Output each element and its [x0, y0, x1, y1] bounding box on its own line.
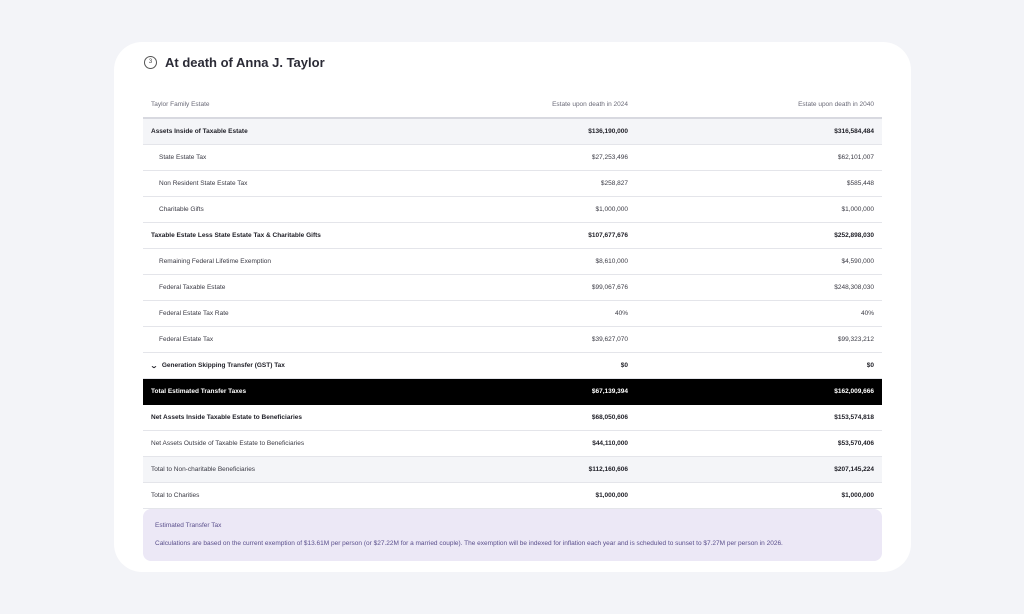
row-value-2024: $68,050,606	[591, 414, 628, 421]
row-value-2040: $4,590,000	[841, 258, 874, 265]
note-title: Estimated Transfer Tax	[155, 522, 222, 529]
row-value-2024: $136,190,000	[588, 128, 628, 135]
estimated-transfer-tax-note: Estimated Transfer Tax Calculations are …	[143, 509, 882, 561]
row-value-2040: $248,308,030	[834, 284, 874, 291]
row-value-2024: 40%	[614, 310, 628, 317]
note-body: Calculations are based on the current ex…	[155, 540, 783, 547]
row-label: Total to Non-charitable Beneficiaries	[151, 466, 256, 473]
row-label: State Estate Tax	[159, 154, 207, 161]
row-value-2040: $0	[866, 362, 874, 369]
table-row: Remaining Federal Lifetime Exemption $8,…	[143, 249, 882, 275]
table-header-row: Taylor Family Estate Estate upon death i…	[143, 92, 882, 119]
table-row: Total to Non-charitable Beneficiaries $1…	[143, 457, 882, 483]
row-value-2040: $153,574,818	[834, 414, 874, 421]
table-row: Assets Inside of Taxable Estate $136,190…	[143, 119, 882, 145]
row-value-2024: $44,110,000	[592, 440, 628, 447]
row-label: Generation Skipping Transfer (GST) Tax	[161, 362, 285, 369]
estate-card: 3 At death of Anna J. Taylor Taylor Fami…	[114, 42, 911, 572]
row-value-2024: $8,610,000	[595, 258, 628, 265]
table-row: Charitable Gifts $1,000,000 $1,000,000	[143, 197, 882, 223]
table-row: Net Assets Outside of Taxable Estate to …	[143, 431, 882, 457]
row-label: Assets Inside of Taxable Estate	[151, 128, 248, 135]
table-row: Taxable Estate Less State Estate Tax & C…	[143, 223, 882, 249]
row-label: Federal Estate Tax Rate	[159, 310, 229, 317]
row-value-2024: $0	[620, 362, 628, 369]
row-value-2024: $67,139,394	[591, 388, 628, 395]
section-header: 3 At death of Anna J. Taylor	[144, 55, 325, 70]
row-value-2040: $1,000,000	[841, 206, 874, 213]
row-value-2024: $99,067,676	[591, 284, 628, 291]
row-label: Net Assets Outside of Taxable Estate to …	[151, 440, 305, 447]
column-header-2024: Estate upon death in 2024	[552, 101, 628, 108]
total-transfer-taxes-row: Total Estimated Transfer Taxes $67,139,3…	[143, 379, 882, 405]
table-row: Total to Charities $1,000,000 $1,000,000	[143, 483, 882, 509]
gst-tax-row[interactable]: ⌄ Generation Skipping Transfer (GST) Tax…	[143, 353, 882, 379]
row-value-2040: $1,000,000	[841, 492, 874, 499]
row-label: Charitable Gifts	[159, 206, 204, 213]
column-header-2040: Estate upon death in 2040	[798, 101, 874, 108]
table-row: Federal Estate Tax $39,627,070 $99,323,2…	[143, 327, 882, 353]
row-value-2040: 40%	[860, 310, 874, 317]
row-label: Remaining Federal Lifetime Exemption	[159, 258, 271, 265]
row-value-2040: $316,584,484	[834, 128, 874, 135]
row-value-2024: $1,000,000	[595, 492, 628, 499]
row-label: Federal Estate Tax	[159, 336, 214, 343]
row-label: Total to Charities	[151, 492, 200, 499]
row-label: Non Resident State Estate Tax	[159, 180, 248, 187]
chevron-down-icon[interactable]: ⌄	[149, 362, 159, 370]
row-value-2024: $39,627,070	[591, 336, 628, 343]
table-row: Net Assets Inside Taxable Estate to Bene…	[143, 405, 882, 431]
step-number-icon: 3	[144, 56, 157, 69]
row-value-2040: $53,570,406	[837, 440, 874, 447]
row-value-2024: $112,160,606	[588, 466, 628, 473]
row-label: Net Assets Inside Taxable Estate to Bene…	[151, 414, 303, 421]
section-title: At death of Anna J. Taylor	[165, 55, 325, 70]
row-label: Taxable Estate Less State Estate Tax & C…	[151, 232, 321, 239]
row-value-2040: $62,101,007	[837, 154, 874, 161]
row-value-2024: $27,253,496	[591, 154, 628, 161]
estate-table: Taylor Family Estate Estate upon death i…	[143, 92, 882, 509]
column-header-estate: Taylor Family Estate	[151, 101, 210, 108]
row-label: Federal Taxable Estate	[159, 284, 226, 291]
table-row: State Estate Tax $27,253,496 $62,101,007	[143, 145, 882, 171]
table-row: Non Resident State Estate Tax $258,827 $…	[143, 171, 882, 197]
row-label: Total Estimated Transfer Taxes	[151, 388, 247, 395]
row-value-2024: $107,677,676	[588, 232, 628, 239]
row-value-2040: $585,448	[846, 180, 874, 187]
row-value-2040: $252,898,030	[834, 232, 874, 239]
row-value-2040: $207,145,224	[834, 466, 874, 473]
row-value-2040: $99,323,212	[837, 336, 874, 343]
row-value-2024: $258,827	[600, 180, 628, 187]
table-row: Federal Estate Tax Rate 40% 40%	[143, 301, 882, 327]
table-row: Federal Taxable Estate $99,067,676 $248,…	[143, 275, 882, 301]
row-value-2024: $1,000,000	[595, 206, 628, 213]
row-value-2040: $162,009,666	[834, 388, 874, 395]
